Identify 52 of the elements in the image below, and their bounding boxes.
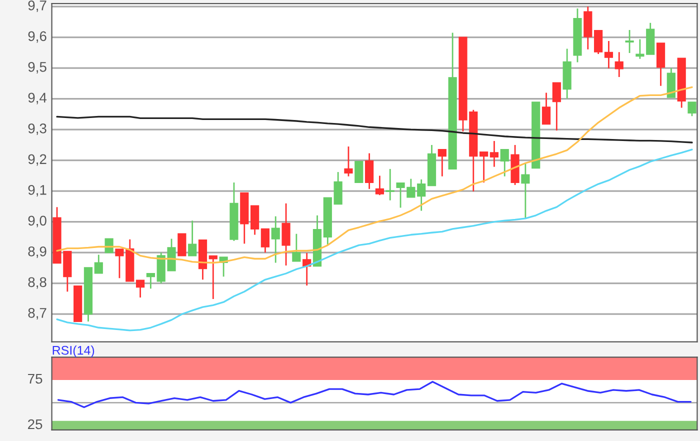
candlestick — [375, 175, 384, 196]
line-series — [57, 380, 692, 408]
line-series — [56, 148, 693, 332]
y-tick-label: 9,7 — [28, 0, 46, 12]
candlestick — [688, 102, 696, 117]
candlestick — [334, 171, 342, 205]
y-tick-label: 9,1 — [28, 184, 46, 196]
candlestick — [594, 30, 603, 55]
candlestick — [490, 140, 499, 168]
candlestick — [604, 40, 614, 70]
candlestick — [480, 151, 488, 184]
candlestick — [282, 202, 290, 266]
candlestick — [136, 280, 145, 298]
y-tick-label: 9,5 — [28, 62, 46, 74]
candlestick — [625, 29, 634, 54]
candlestick — [178, 233, 186, 256]
candlestick — [188, 220, 197, 256]
y-tick-label: 9,4 — [28, 92, 47, 104]
line-series — [56, 116, 693, 144]
candlestick — [271, 216, 280, 264]
candlestick — [94, 254, 103, 274]
candlestick — [354, 161, 364, 184]
y-tick-label: 8,9 — [28, 246, 46, 258]
candlestick — [552, 82, 561, 132]
y-tick-label: 8,7 — [28, 308, 46, 320]
candlestick — [542, 92, 551, 125]
candlestick — [292, 233, 301, 262]
candlestick — [208, 255, 218, 300]
candlestick — [250, 205, 260, 236]
y-tick-label: 9,2 — [28, 154, 46, 166]
candlestick — [364, 152, 374, 190]
candlestick — [438, 148, 446, 178]
y-tick-label: 8,8 — [28, 277, 46, 289]
candlestick — [666, 67, 676, 98]
y-tick-label: 9,0 — [28, 216, 46, 228]
chart-title: RSI(14) — [52, 346, 94, 358]
candlestick — [146, 272, 155, 290]
candlestick — [636, 38, 644, 60]
y-tick-label: 75 — [28, 374, 42, 384]
candlestick — [656, 42, 666, 87]
candlestick — [104, 238, 114, 254]
y-tick-label: 9,3 — [28, 123, 46, 135]
candlestick — [344, 146, 353, 178]
candlestick — [521, 162, 530, 219]
candlestick — [260, 228, 270, 254]
y-tick-label: 25 — [28, 419, 42, 430]
candlestick — [500, 148, 509, 178]
candlestick — [417, 178, 426, 212]
line-series — [56, 86, 693, 264]
y-tick-label: 9,6 — [28, 31, 46, 43]
candlestick — [386, 168, 394, 202]
candlestick — [614, 51, 624, 78]
